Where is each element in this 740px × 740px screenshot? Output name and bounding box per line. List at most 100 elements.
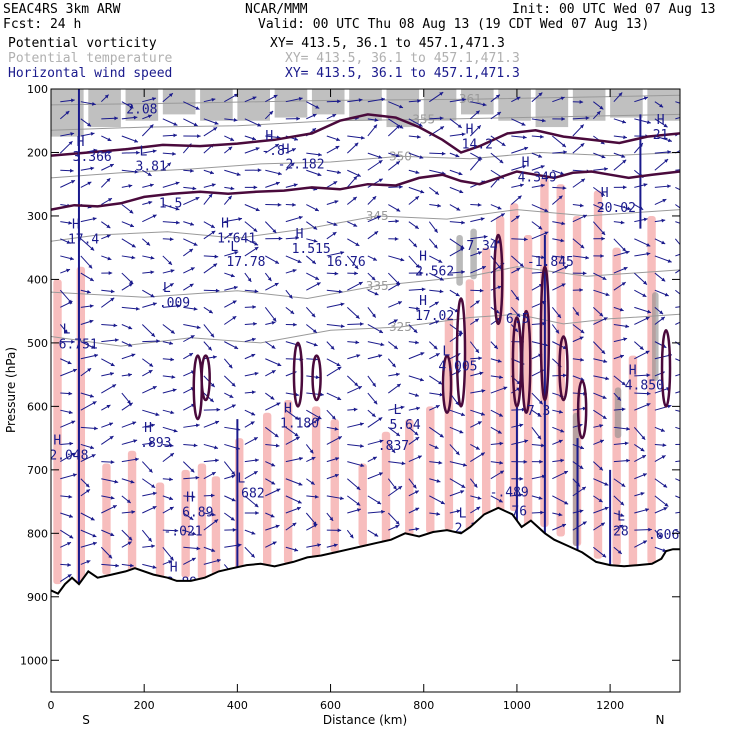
wind-vector-head [68,301,73,305]
wind-vector-head [643,96,648,101]
wind-vector-head [688,224,692,228]
extremum-value: 2.08 [126,103,157,118]
wind-vector-head [274,260,279,264]
wind-vector-head [149,441,154,446]
wind-vector-head [231,474,236,479]
wind-vector-head [67,563,72,567]
wind-vector-head [192,531,197,536]
wind-vector-head [227,195,232,200]
wind-vector-head [190,335,195,339]
wind-vector-head [580,357,584,362]
wind-vector-head [418,123,423,127]
wind-vector-head [315,276,320,280]
wind-vector-head [392,485,397,490]
wind-vector-head [67,574,72,578]
wind-vector-head [147,537,152,542]
wind-vector-head [416,134,421,139]
extremum-value: .837 [378,439,409,454]
wind-vector-head [271,321,276,325]
wind-vector-head [439,289,444,294]
wind-vector-head [458,333,463,337]
x-tick-label: 600 [320,699,341,712]
wind-vector-head [378,160,383,164]
y-tick-label: 200 [27,146,48,159]
wind-vector-head [599,312,604,317]
wind-vector-head [295,236,300,240]
south-end-label: S [82,713,90,727]
wind-vector-head [435,320,440,324]
gray-shade-column [456,234,463,286]
wind-vector-head [228,232,233,237]
wind-vector-head [538,92,543,97]
wind-vector [675,169,680,171]
extremum-value: .893 [140,436,171,451]
wind-vector-head [458,171,463,176]
wind-vector-head [92,401,97,405]
wind-vector-head [150,293,155,298]
wind-vector-head [560,458,565,463]
wind-vector-head [539,459,543,464]
extremum-value: 4.349 [518,170,557,185]
wind-vector-head [211,230,216,235]
wind-vector-head [230,516,235,521]
wind-vector-head [627,206,631,211]
field1-coords: XY= 413.5, 36.1 to 457.1,471.3 [270,36,505,51]
y-tick-label: 100 [27,83,48,96]
x-tick-label: 200 [134,699,155,712]
wind-vector-head [600,522,605,527]
upper-gray-shade [274,89,308,118]
wind-vector-head [233,285,238,290]
wind-vector-head [626,426,630,431]
wind-vector-head [68,220,73,225]
wind-vector-head [461,132,466,137]
extremum-label: H [170,560,178,575]
wind-vector-head [152,214,157,219]
theta-contour-label: 355 [412,112,435,126]
wind-vector-head [585,116,590,120]
wind-vector-head [238,217,243,221]
wind-vector-head [318,152,322,157]
wind-vector-head [354,142,359,147]
wind-vector-head [354,265,359,270]
wind-vector-head [537,413,542,417]
wind-vector-head [500,213,505,217]
wind-vector-head [642,473,647,477]
wind-vector-head [232,527,237,532]
wind-vector-head [236,172,241,176]
wind-vector-head [415,527,420,532]
wind-vector-head [395,219,399,224]
wind-vector-head [110,362,115,366]
wind-vector-head [562,373,567,378]
wind-vector-head [108,554,113,559]
wind-vector-head [128,373,132,377]
wind-vector-head [292,522,297,527]
wind-vector-head [461,220,465,225]
extremum-value: 17.78 [226,255,265,270]
wind-vector-head [293,183,298,187]
wind-vector-head [274,283,279,287]
extremum-label: H [466,122,474,137]
wind-vector-head [317,415,322,419]
wind-vector-head [646,242,651,247]
wind-vector-head [667,184,671,189]
wind-vector-head [70,132,75,136]
wind-vector [675,358,680,362]
extremum-value: -.8 [261,144,284,159]
wind-vector-head [334,473,339,478]
wind-vector-head [275,181,280,186]
wind-vector-head [415,437,420,441]
wind-vector-head [376,215,381,220]
wind-vector-head [168,261,172,265]
wind-vector-head [110,532,115,537]
wind-vector-head [599,105,604,110]
wind-vector-head [254,371,259,376]
wind-vector-head [333,222,338,227]
wind-vector-head [251,353,256,358]
wind-vector-head [499,159,504,164]
wind-vector-head [152,491,157,496]
wind-vector-head [685,458,689,462]
wind-vector-head [439,277,444,281]
terrain-line [51,506,680,595]
wind-vector-head [273,95,278,99]
wind-vector-head [555,329,560,334]
